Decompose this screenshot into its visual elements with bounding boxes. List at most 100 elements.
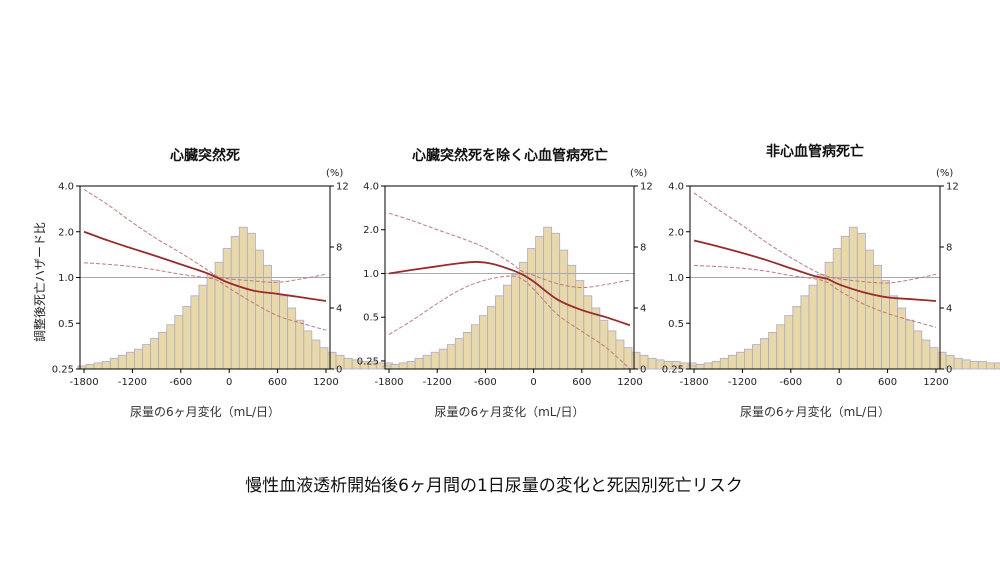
histogram-bar [559,249,569,370]
x-axis-label: 尿量の6ヶ月変化（mL/日） [434,404,584,419]
histogram-bar [535,235,545,370]
y-axis-label: 調整後死亡ハザード比 [32,222,47,342]
hazard-ratio-curve [83,230,327,302]
histogram-bar [327,351,337,370]
histogram-bar [744,348,753,370]
x-tick-label: -1200 [728,377,757,388]
histogram-bar [279,295,289,370]
x-axis-label: 尿量の6ヶ月変化（mL/日） [130,404,280,419]
y2-tick-label: 4 [640,304,646,315]
histogram-bar [848,226,858,370]
ci-lower-curve [83,262,327,331]
y-tick-label: 2.0 [58,227,74,238]
y2-tick-label: 0 [946,365,952,376]
x-tick-label: 1200 [617,377,642,388]
histogram-bar [390,364,400,370]
histogram-bar [881,280,890,370]
histogram-bar [125,351,135,370]
histogram-bar [246,232,256,370]
y-tick-label: 0.5 [58,319,74,330]
x-tick-label: 0 [530,377,536,388]
plot-frame [384,185,635,370]
histogram-bar [840,235,850,370]
histogram [77,226,418,370]
x-tick-label: -1800 [680,377,709,388]
histogram-bar [631,351,641,370]
histogram-bar [174,315,184,370]
y2-tick-label: 4 [336,304,342,315]
x-tick-label: 0 [836,377,842,388]
histogram-bar [495,295,504,370]
histogram-bar [873,264,882,370]
y2-tick-label: 0 [640,365,646,376]
y-tick-label: 4.0 [58,182,74,193]
y2-tick-label: 12 [336,182,349,193]
histogram-bar [503,284,512,370]
histogram-bar [206,274,216,370]
histogram-bar [311,339,321,370]
histogram-bar [511,274,520,370]
histogram-bar [567,264,577,370]
ci-lower-curve [388,275,631,370]
histogram-bar [287,307,297,370]
x-tick-label: -1800 [374,377,403,388]
histogram-bar [454,338,464,370]
histogram-bar [760,338,770,370]
ci-upper-curve [388,212,631,289]
histogram-bar [994,362,1000,370]
histogram-bar [889,295,899,370]
histogram-bar [711,360,721,370]
x-tick-label: -1200 [118,377,147,388]
y-tick-label: 2.0 [668,227,684,238]
histogram-bar [816,274,826,370]
histogram-bar [487,306,496,370]
histogram-bar [150,338,160,370]
histogram-bar [238,226,248,370]
histogram-bar [142,344,151,370]
histogram-bar [865,249,874,370]
y-tick-label: 0.25 [52,365,74,376]
histogram-bar [166,324,176,370]
histogram-bar [921,339,931,370]
histogram-bar [109,357,119,370]
y-tick-label: 0.25 [357,356,379,367]
x-tick-label: 1200 [313,377,338,388]
histogram-bar [623,347,633,370]
histogram-bar [937,351,947,370]
histogram-bar [719,357,729,370]
histogram-bar [462,331,472,370]
histogram-bar [953,357,963,370]
y2-tick-label: 4 [946,304,952,315]
y2-tick-label: 8 [336,243,342,254]
histogram-bar [430,351,440,370]
histogram-bar [438,348,448,370]
panel-title: 心臓突然死を除く心血管病死亡 [412,147,608,164]
histogram-bar [398,362,408,370]
x-tick-label: 600 [268,377,287,388]
y2-tick-label: 8 [946,243,952,254]
histogram-bar [752,344,761,370]
histogram-bar [735,351,745,370]
y-tick-label: 1.0 [58,273,74,284]
histogram-bar [599,319,609,370]
x-tick-label: -600 [169,377,192,388]
x-tick-label: -1800 [70,377,99,388]
histogram-bar [615,339,625,370]
histogram-bar [134,348,143,370]
x-tick-label: -600 [779,377,802,388]
y-tick-label: 0.5 [668,319,684,330]
y2-tick-label: 12 [946,182,959,193]
histogram-bar [727,354,737,370]
histogram-bar [961,359,971,370]
histogram-bar [527,248,537,370]
x-axis-label: 尿量の6ヶ月変化（mL/日） [740,404,890,419]
histogram-bar [222,248,232,370]
panel-cv-death-excl-scd: 心臓突然死を除く心血管病死亡 0.25 0.5 1.0 2.0 4.0 0 4 8 12 (%) -… [357,147,721,419]
histogram-bar [158,331,168,370]
histogram-bar [101,360,111,370]
y2-tick-label: 0 [336,365,342,376]
histogram-bar [446,344,456,370]
y2-unit-label: (%) [936,168,953,179]
histogram-bar [784,315,794,370]
